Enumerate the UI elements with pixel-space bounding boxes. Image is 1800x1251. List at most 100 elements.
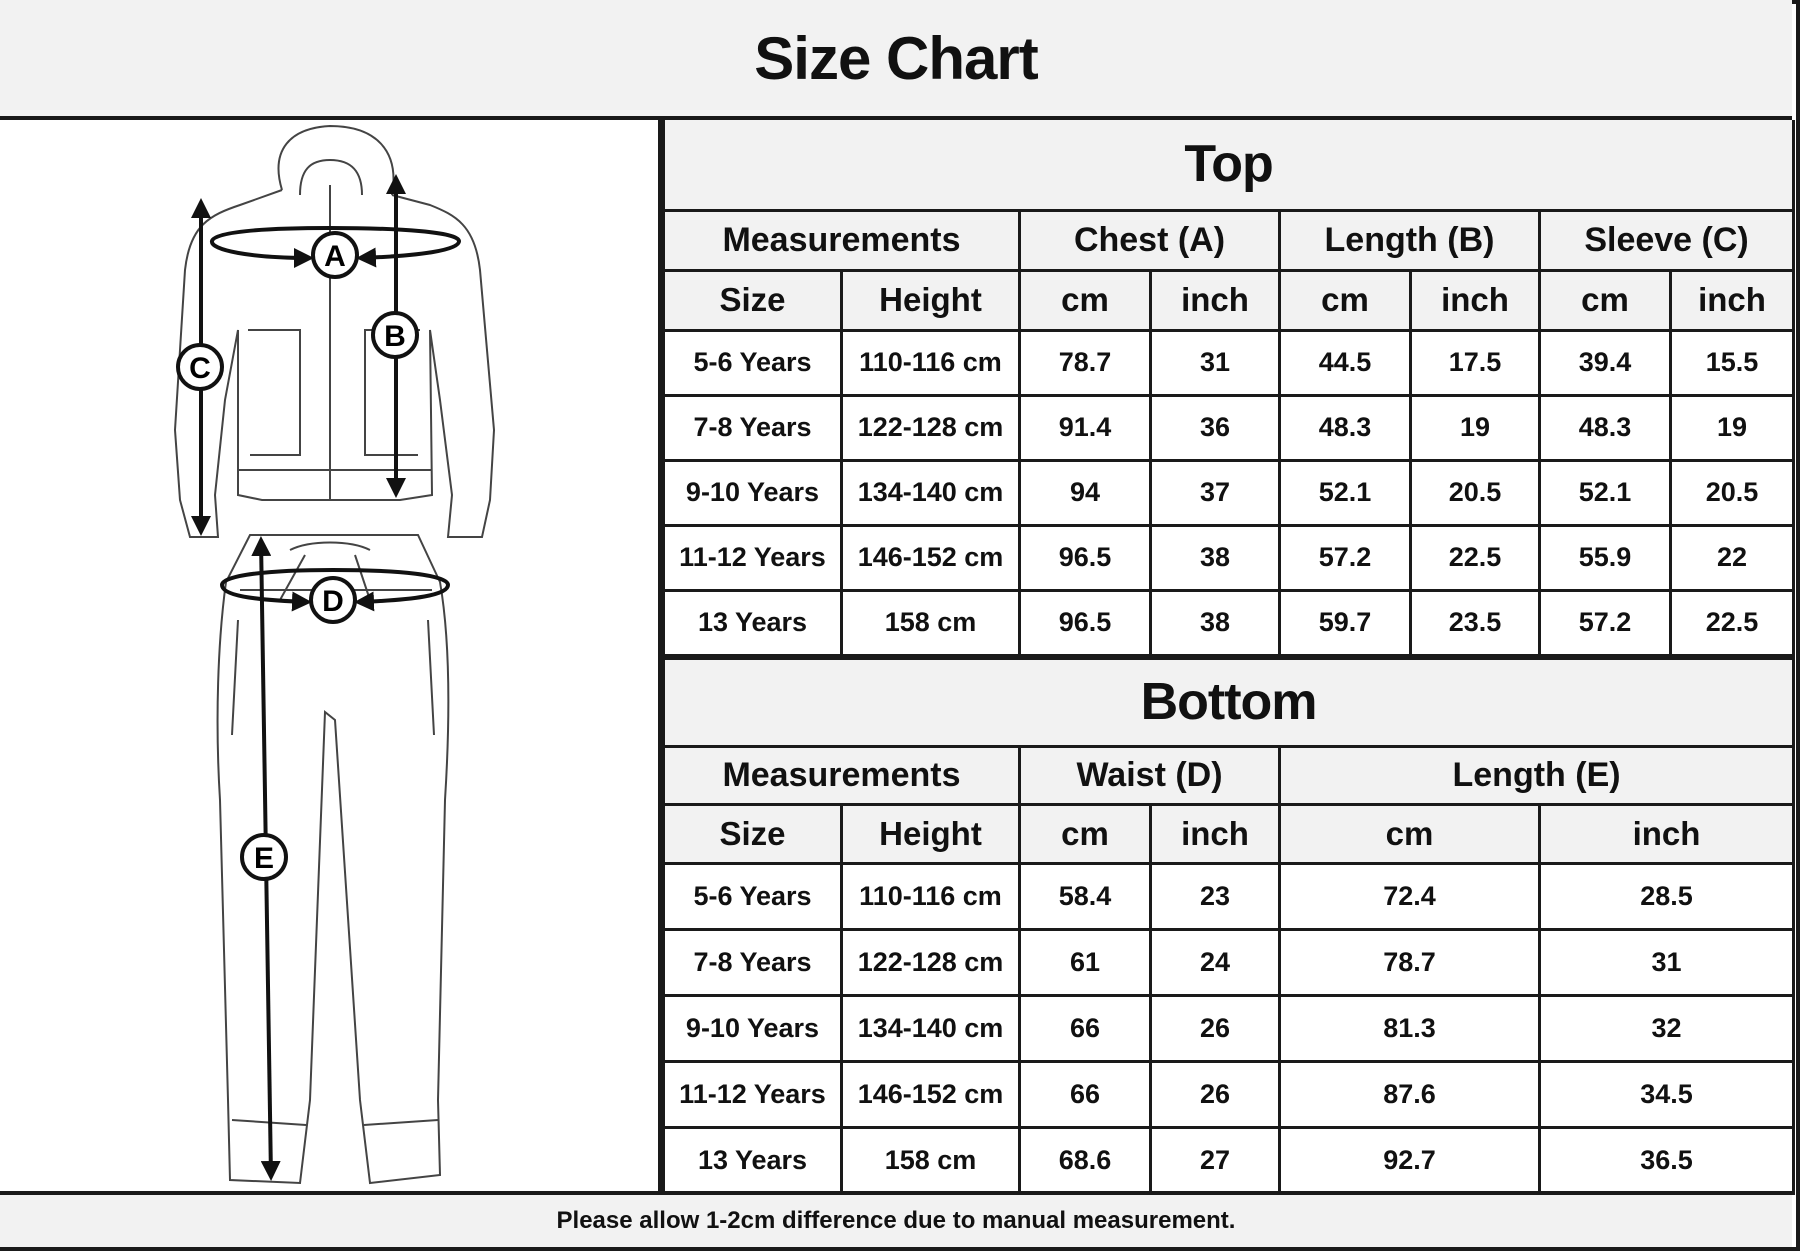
group-header: Measurements	[662, 208, 1021, 272]
group-header: Sleeve (C)	[1537, 208, 1796, 272]
table-row: 11-12 Years 146-152 cm 66 26 87.6 34.5	[662, 1059, 1796, 1129]
table-row: 9-10 Years 134-140 cm 66 26 81.3 32	[662, 993, 1796, 1063]
group-header: Measurements	[662, 744, 1021, 806]
size-tables: Top Measurements Chest (A) Length (B) Sl…	[661, 120, 1796, 1195]
table-cell: 24	[1149, 927, 1281, 997]
svg-text:D: D	[322, 585, 344, 618]
table-cell: 158 cm	[840, 588, 1021, 657]
table-cell: 58.4	[1018, 861, 1152, 931]
table-cell: 122-128 cm	[840, 393, 1021, 462]
table-row: 5-6 Years 110-116 cm 78.7 31 44.5 17.5 39.4 15.…	[662, 328, 1796, 397]
svg-text:E: E	[254, 842, 274, 875]
column-header: inch	[1149, 268, 1281, 332]
column-header: Size	[662, 268, 843, 332]
table-cell: 17.5	[1409, 328, 1541, 397]
table-cell: 44.5	[1278, 328, 1412, 397]
column-header: Size	[662, 802, 843, 865]
table-cell: 96.5	[1018, 588, 1152, 657]
table-cell: 52.1	[1538, 458, 1672, 527]
table-row: 5-6 Years 110-116 cm 58.4 23 72.4 28.5	[662, 861, 1796, 931]
table-cell: 59.7	[1278, 588, 1412, 657]
table-cell: 94	[1018, 458, 1152, 527]
table-cell: 134-140 cm	[840, 458, 1021, 527]
column-header: cm	[1278, 268, 1412, 332]
label-b-marker: B	[371, 311, 419, 359]
table-cell: 66	[1018, 1059, 1152, 1129]
column-header: inch	[1409, 268, 1541, 332]
svg-text:C: C	[189, 352, 211, 385]
table-cell: 26	[1149, 1059, 1281, 1129]
table-cell: 22.5	[1409, 523, 1541, 592]
table-row: 7-8 Years 122-128 cm 61 24 78.7 31	[662, 927, 1796, 997]
hoodie-illustration	[173, 124, 496, 538]
table-row: 7-8 Years 122-128 cm 91.4 36 48.3 19 48.3 19	[662, 393, 1796, 462]
column-header: inch	[1149, 802, 1281, 865]
table-cell: 5-6 Years	[662, 328, 843, 397]
table-cell: 9-10 Years	[662, 993, 843, 1063]
table-cell: 52.1	[1278, 458, 1412, 527]
table-row: 11-12 Years 146-152 cm 96.5 38 57.2 22.5 55.9 2…	[662, 523, 1796, 592]
label-a-marker: A	[311, 231, 359, 279]
table-cell: 81.3	[1278, 993, 1541, 1063]
column-header: cm	[1538, 268, 1672, 332]
table-cell: 87.6	[1278, 1059, 1541, 1129]
table-row: 13 Years 158 cm 68.6 27 92.7 36.5	[662, 1125, 1796, 1195]
table-cell: 28.5	[1537, 861, 1796, 931]
label-d-marker: D	[309, 576, 357, 624]
bottom-sub-header-row: Size Height cm inch cm inch	[662, 802, 1796, 865]
column-header: cm	[1278, 802, 1541, 865]
table-cell: 110-116 cm	[840, 328, 1021, 397]
group-header: Length (E)	[1277, 744, 1796, 806]
table-cell: 96.5	[1018, 523, 1152, 592]
table-cell: 66	[1018, 993, 1152, 1063]
top-size-table: Top Measurements Chest (A) Length (B) Sl…	[661, 120, 1796, 657]
table-cell: 31	[1149, 328, 1281, 397]
bottom-size-table: Bottom Measurements Waist (D) Length (E)…	[661, 656, 1796, 1195]
table-cell: 20.5	[1668, 458, 1796, 527]
page-title: Size Chart	[754, 24, 1038, 92]
column-header: Height	[840, 802, 1021, 865]
table-cell: 158 cm	[840, 1125, 1021, 1195]
table-cell: 23.5	[1409, 588, 1541, 657]
table-cell: 34.5	[1537, 1059, 1796, 1129]
table-cell: 68.6	[1018, 1125, 1152, 1195]
footer-note: Please allow 1-2cm difference due to man…	[0, 1191, 1792, 1247]
column-header: inch	[1668, 268, 1796, 332]
group-header: Waist (D)	[1018, 744, 1281, 806]
table-cell: 55.9	[1538, 523, 1672, 592]
table-cell: 122-128 cm	[840, 927, 1021, 997]
bottom-group-header-row: Measurements Waist (D) Length (E)	[662, 744, 1796, 806]
table-cell: 57.2	[1278, 523, 1412, 592]
table-cell: 15.5	[1668, 328, 1796, 397]
group-header: Chest (A)	[1018, 208, 1281, 272]
table-cell: 13 Years	[662, 1125, 843, 1195]
table-cell: 57.2	[1538, 588, 1672, 657]
column-header: cm	[1018, 802, 1152, 865]
garment-diagram-panel: A B C D E	[0, 120, 662, 1191]
label-e-marker: E	[240, 833, 288, 881]
table-cell: 38	[1149, 523, 1281, 592]
table-cell: 9-10 Years	[662, 458, 843, 527]
table-cell: 72.4	[1278, 861, 1541, 931]
table-cell: 91.4	[1018, 393, 1152, 462]
table-row: 9-10 Years 134-140 cm 94 37 52.1 20.5 52.1 20.5	[662, 458, 1796, 527]
column-header: inch	[1537, 802, 1796, 865]
group-header: Length (B)	[1278, 208, 1541, 272]
table-cell: 11-12 Years	[662, 523, 843, 592]
table-cell: 20.5	[1409, 458, 1541, 527]
table-cell: 19	[1668, 393, 1796, 462]
column-header: Height	[840, 268, 1021, 332]
table-cell: 48.3	[1278, 393, 1412, 462]
top-sub-header-row: Size Height cm inch cm inch cm inch	[662, 268, 1796, 332]
table-cell: 7-8 Years	[662, 393, 843, 462]
table-cell: 32	[1537, 993, 1796, 1063]
table-cell: 11-12 Years	[662, 1059, 843, 1129]
table-cell: 26	[1149, 993, 1281, 1063]
svg-text:B: B	[384, 320, 406, 353]
table-cell: 22.5	[1668, 588, 1796, 657]
table-cell: 27	[1149, 1125, 1281, 1195]
table-cell: 7-8 Years	[662, 927, 843, 997]
table-cell: 78.7	[1278, 927, 1541, 997]
table-cell: 22	[1668, 523, 1796, 592]
table-cell: 146-152 cm	[840, 523, 1021, 592]
